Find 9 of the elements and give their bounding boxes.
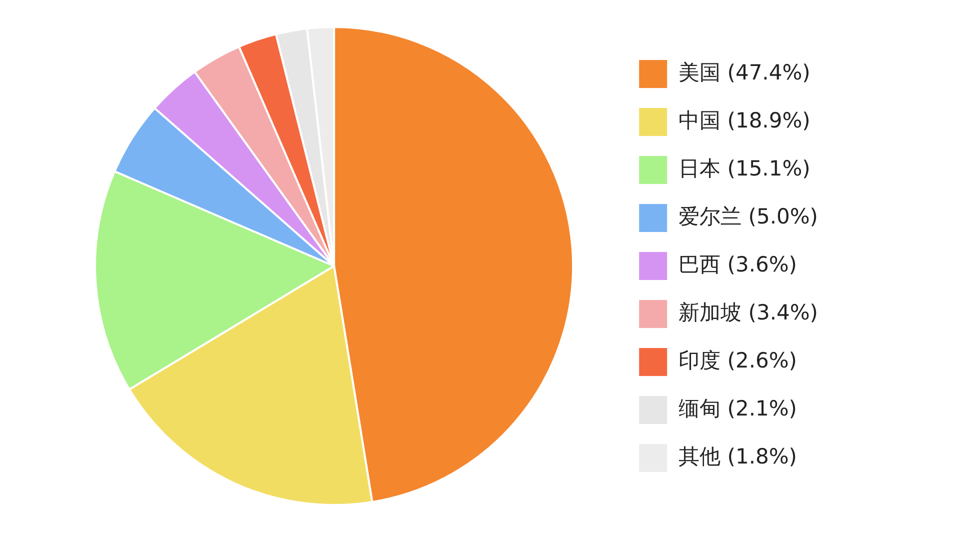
legend-label: 印度 (2.6%) xyxy=(678,348,798,372)
legend-label: 缅甸 (2.1%) xyxy=(678,396,798,420)
legend-label: 新加坡 (3.4%) xyxy=(678,300,818,324)
legend-label: 巴西 (3.6%) xyxy=(678,252,798,276)
legend-label: 中国 (18.9%) xyxy=(678,108,810,132)
legend-label: 其他 (1.8%) xyxy=(678,444,798,468)
legend-label: 日本 (15.1%) xyxy=(678,156,810,180)
legend-label: 美国 (47.4%) xyxy=(678,60,810,84)
legend-label: 爱尔兰 (5.0%) xyxy=(678,204,818,228)
